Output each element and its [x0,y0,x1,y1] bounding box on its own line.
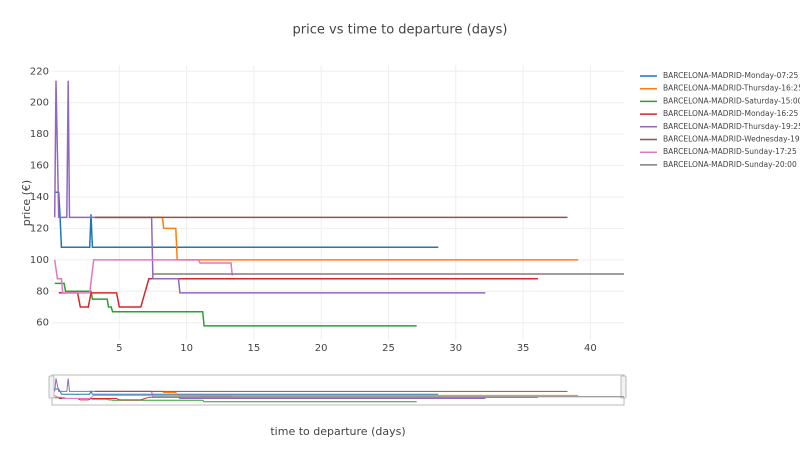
range-slider-line [54,388,439,395]
y-tick-label: 180 [30,129,49,140]
x-tick-label: 40 [584,343,597,354]
y-axis-title: price (€) [20,180,33,226]
y-tick-label: 160 [30,161,49,172]
legend-label: BARCELONA-MADRID-Monday-16:25 [663,109,798,118]
legend-label: BARCELONA-MADRID-Wednesday-19:25 [663,135,800,144]
legend-label: BARCELONA-MADRID-Sunday-17:25 [663,147,797,156]
legend: BARCELONA-MADRID-Monday-07:25 BARCELONA-M… [640,71,800,169]
x-tick-label: 5 [116,343,122,354]
y-tick-label: 60 [36,318,49,329]
legend-label: BARCELONA-MADRID-Sunday-20:00 [663,160,797,169]
y-tick-label: 120 [30,223,49,234]
y-tick-label: 100 [30,255,49,266]
y-tick-label: 220 [30,66,49,77]
x-tick-label: 30 [449,343,462,354]
y-tick-label: 80 [36,286,49,297]
series-line [53,80,486,294]
series-line [54,191,439,249]
y-tick-label: 200 [30,98,49,109]
range-slider-line [95,390,579,396]
y-tick-label: 140 [30,192,49,203]
x-tick-label: 35 [517,343,530,354]
x-axis-title: time to departure (days) [270,425,405,438]
series-line [95,216,579,261]
series-line [58,277,538,308]
x-tick-label: 15 [248,343,261,354]
series-line [54,282,417,327]
range-slider-handle[interactable] [620,375,627,399]
legend-label: BARCELONA-MADRID-Saturday-15:00 [663,96,800,105]
range-slider-line [54,394,233,399]
range-slider-line [54,378,486,399]
legend-label: BARCELONA-MADRID-Thursday-16:25 [663,84,800,93]
legend-label: BARCELONA-MADRID-Monday-07:25 [663,71,798,80]
legend-label: BARCELONA-MADRID-Thursday-19:25 [663,122,800,131]
range-slider-handle[interactable] [48,375,55,399]
x-tick-label: 10 [180,343,193,354]
x-tick-label: 25 [382,343,395,354]
series-line [53,259,234,294]
range-slider-line [58,396,538,401]
chart-title: price vs time to departure (days) [293,23,508,38]
x-tick-label: 20 [315,343,328,354]
